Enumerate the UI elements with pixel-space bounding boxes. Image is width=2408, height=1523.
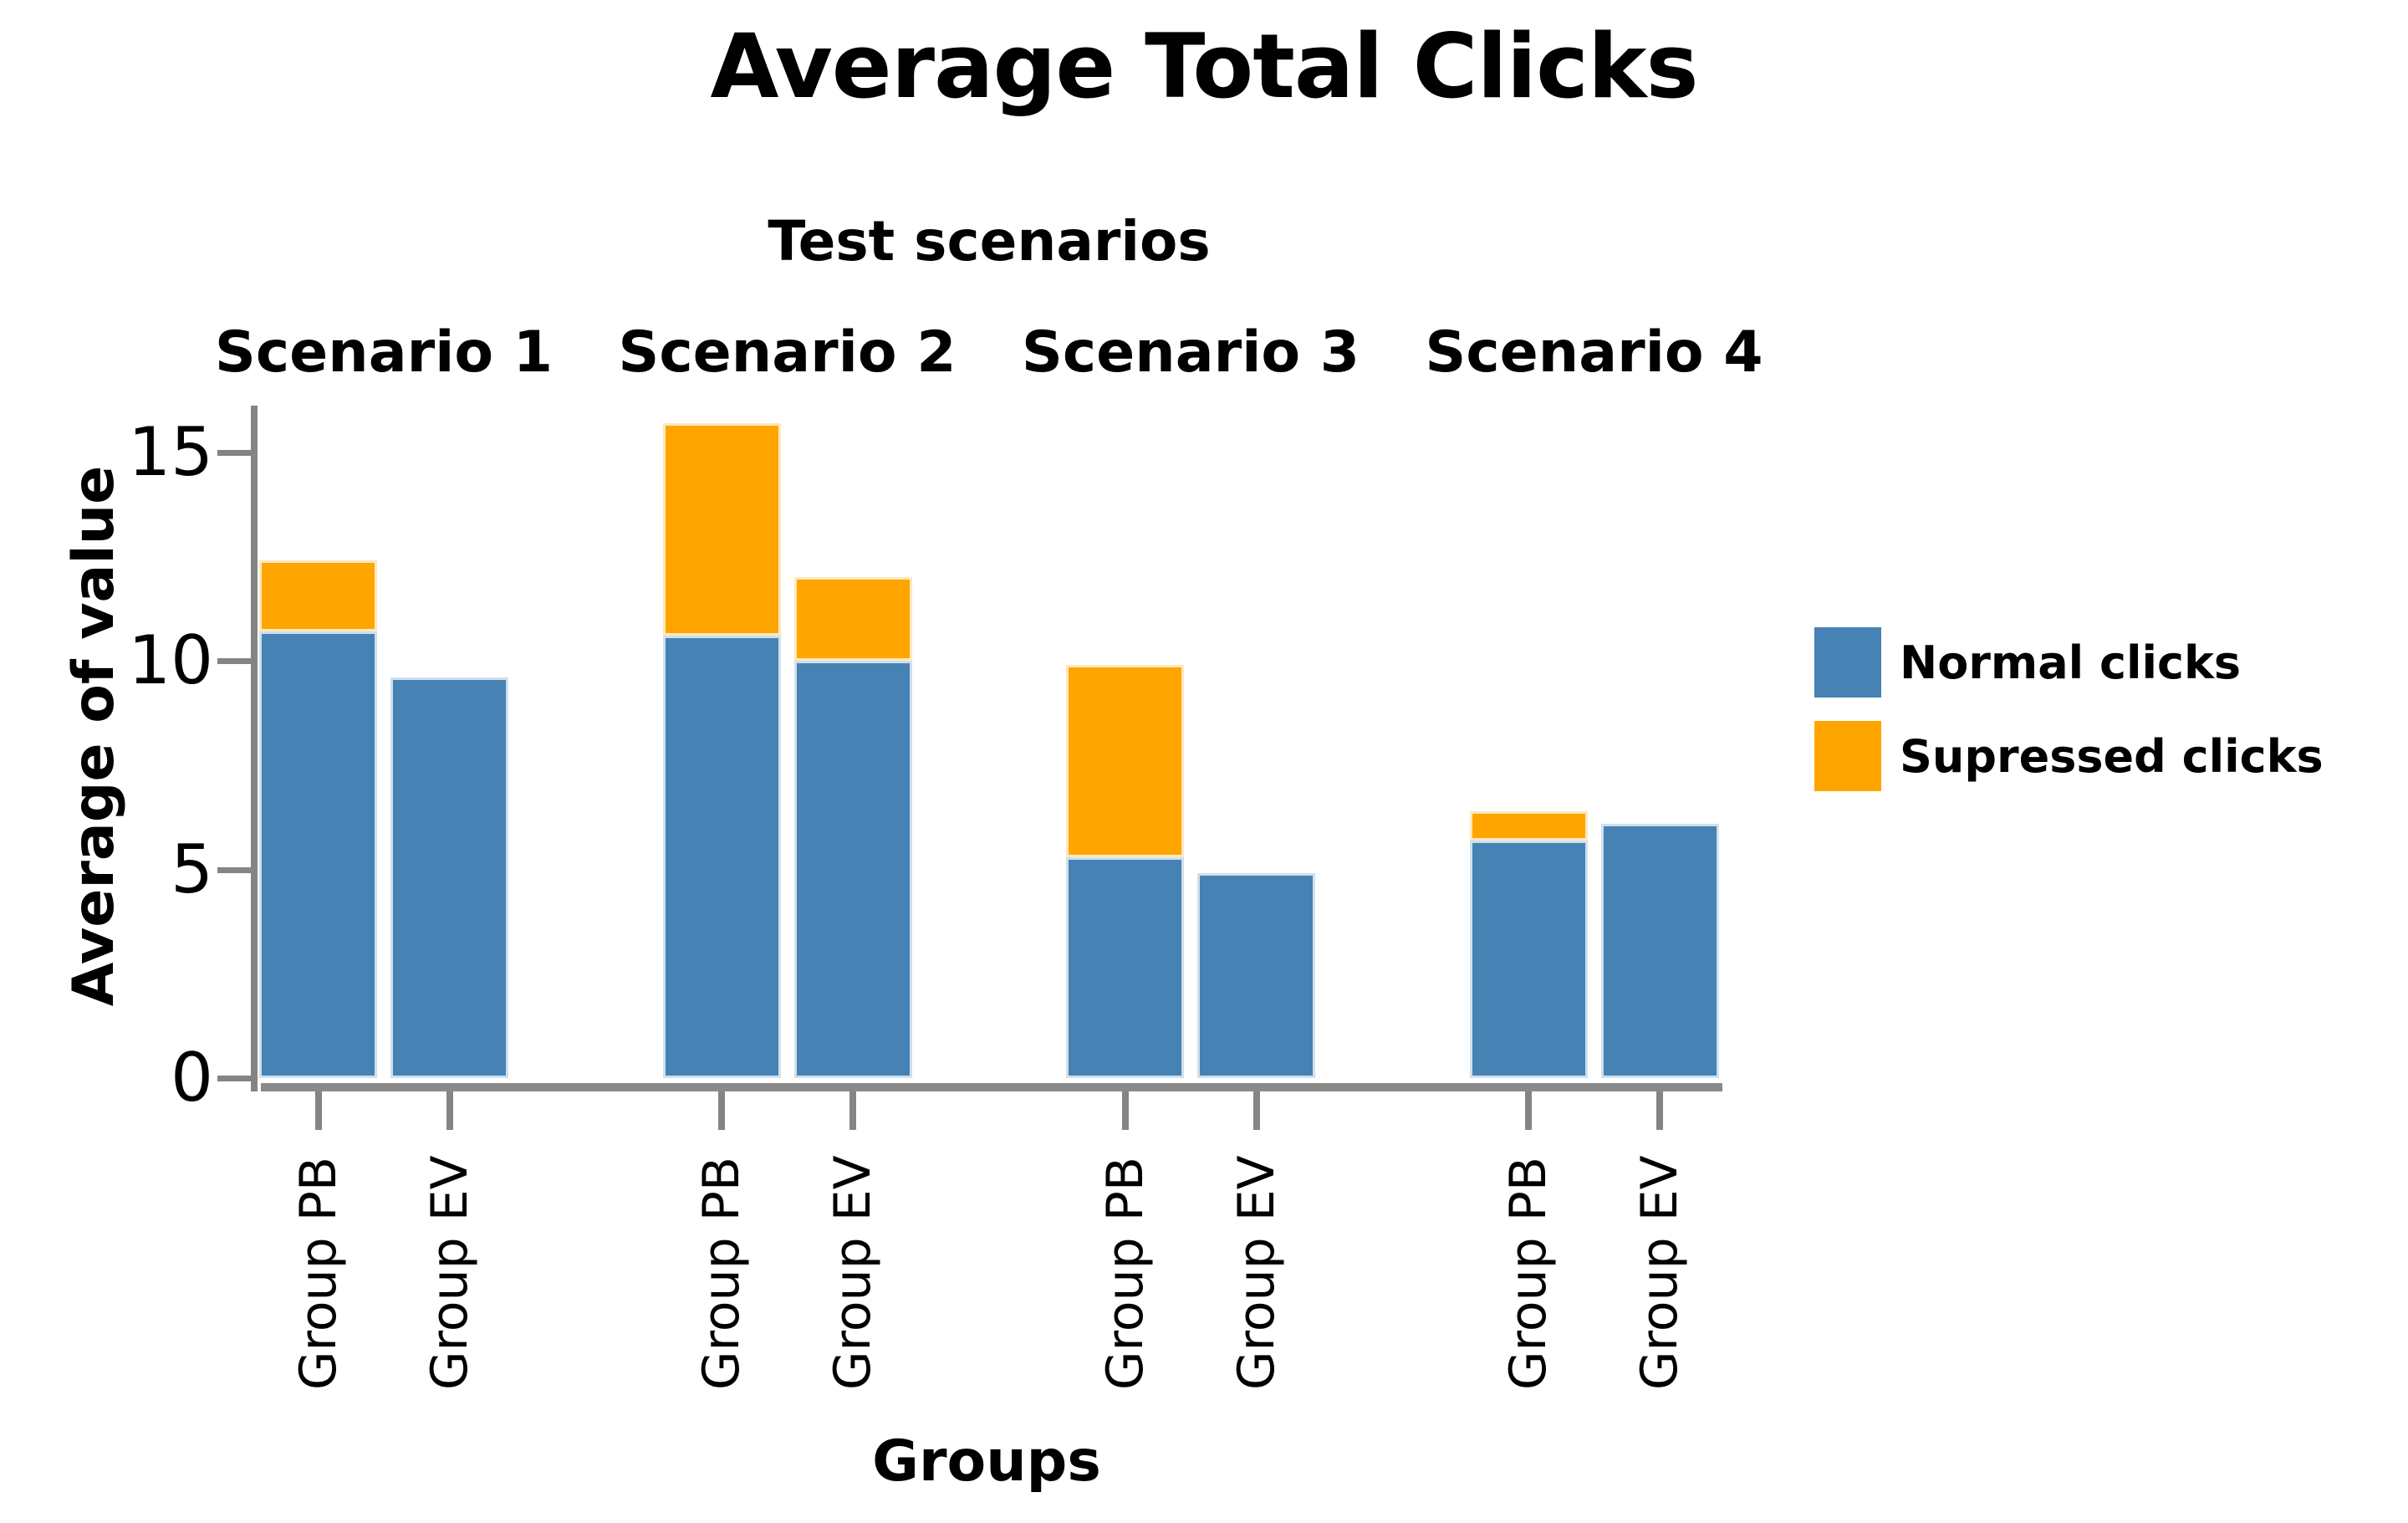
x-tick-label: Group EV [1227,1155,1286,1390]
facet-label: Scenario 1 [214,319,554,386]
legend-swatch-normal-clicks [1814,627,1881,698]
bar-segment-normal-clicks [1600,823,1719,1078]
bar-segment-normal-clicks [1469,840,1588,1078]
x-tick-label: Group EV [420,1155,479,1390]
y-tick-mark [217,449,253,456]
legend-label-normal-clicks: Normal clicks [1900,636,2242,689]
x-tick-mark [1121,1091,1129,1130]
x-tick-label: Group PB [288,1156,348,1390]
y-tick-mark [217,866,253,873]
x-tick-mark [1252,1091,1260,1130]
chart-title: Average Total Clicks [710,15,1698,118]
y-tick-label: 10 [128,621,213,699]
bar-segment-normal-clicks [662,636,781,1078]
y-tick-mark [217,1076,253,1081]
y-tick-mark [217,658,253,664]
x-tick-mark [446,1091,453,1130]
x-tick-label: Group EV [1630,1155,1689,1390]
facet-label: Scenario 2 [618,319,957,386]
x-tick-mark [849,1091,856,1130]
x-tick-mark [718,1091,725,1130]
legend-entry-supressed: Supressed clicks [1814,721,2324,791]
bar-segment-normal-clicks [1197,873,1315,1078]
legend-label-supressed-clicks: Supressed clicks [1900,729,2324,783]
x-axis-title: Groups [872,1428,1101,1495]
facet-label: Scenario 4 [1425,319,1763,386]
x-tick-label: Group EV [824,1155,882,1390]
y-tick-label: 15 [128,412,213,491]
facet-label: Scenario 3 [1021,319,1360,386]
x-axis-line [261,1083,1722,1091]
x-tick-mark [314,1091,322,1130]
y-tick-label: 0 [171,1039,213,1117]
bar-segment-normal-clicks [1066,856,1184,1078]
y-tick-label: 5 [171,830,213,908]
x-tick-label: Group PB [1095,1156,1155,1390]
bar-segment-supressed-clicks [1469,810,1588,841]
x-tick-label: Group PB [1499,1156,1558,1390]
bar-segment-supressed-clicks [1066,664,1184,857]
bar-segment-supressed-clicks [662,422,781,636]
bar-segment-normal-clicks [390,677,508,1078]
legend-swatch-supressed-clicks [1814,721,1881,791]
facet-axis-title: Test scenarios [768,209,1211,273]
bar-segment-supressed-clicks [259,560,377,632]
bar-segment-normal-clicks [793,661,912,1078]
bar-segment-supressed-clicks [793,577,912,661]
y-axis-line [251,406,258,1091]
x-tick-label: Group PB [692,1156,751,1390]
x-tick-mark [1525,1091,1532,1130]
bar-segment-normal-clicks [259,631,377,1078]
x-tick-mark [1656,1091,1663,1130]
legend-entry-normal: Normal clicks [1814,627,2241,698]
